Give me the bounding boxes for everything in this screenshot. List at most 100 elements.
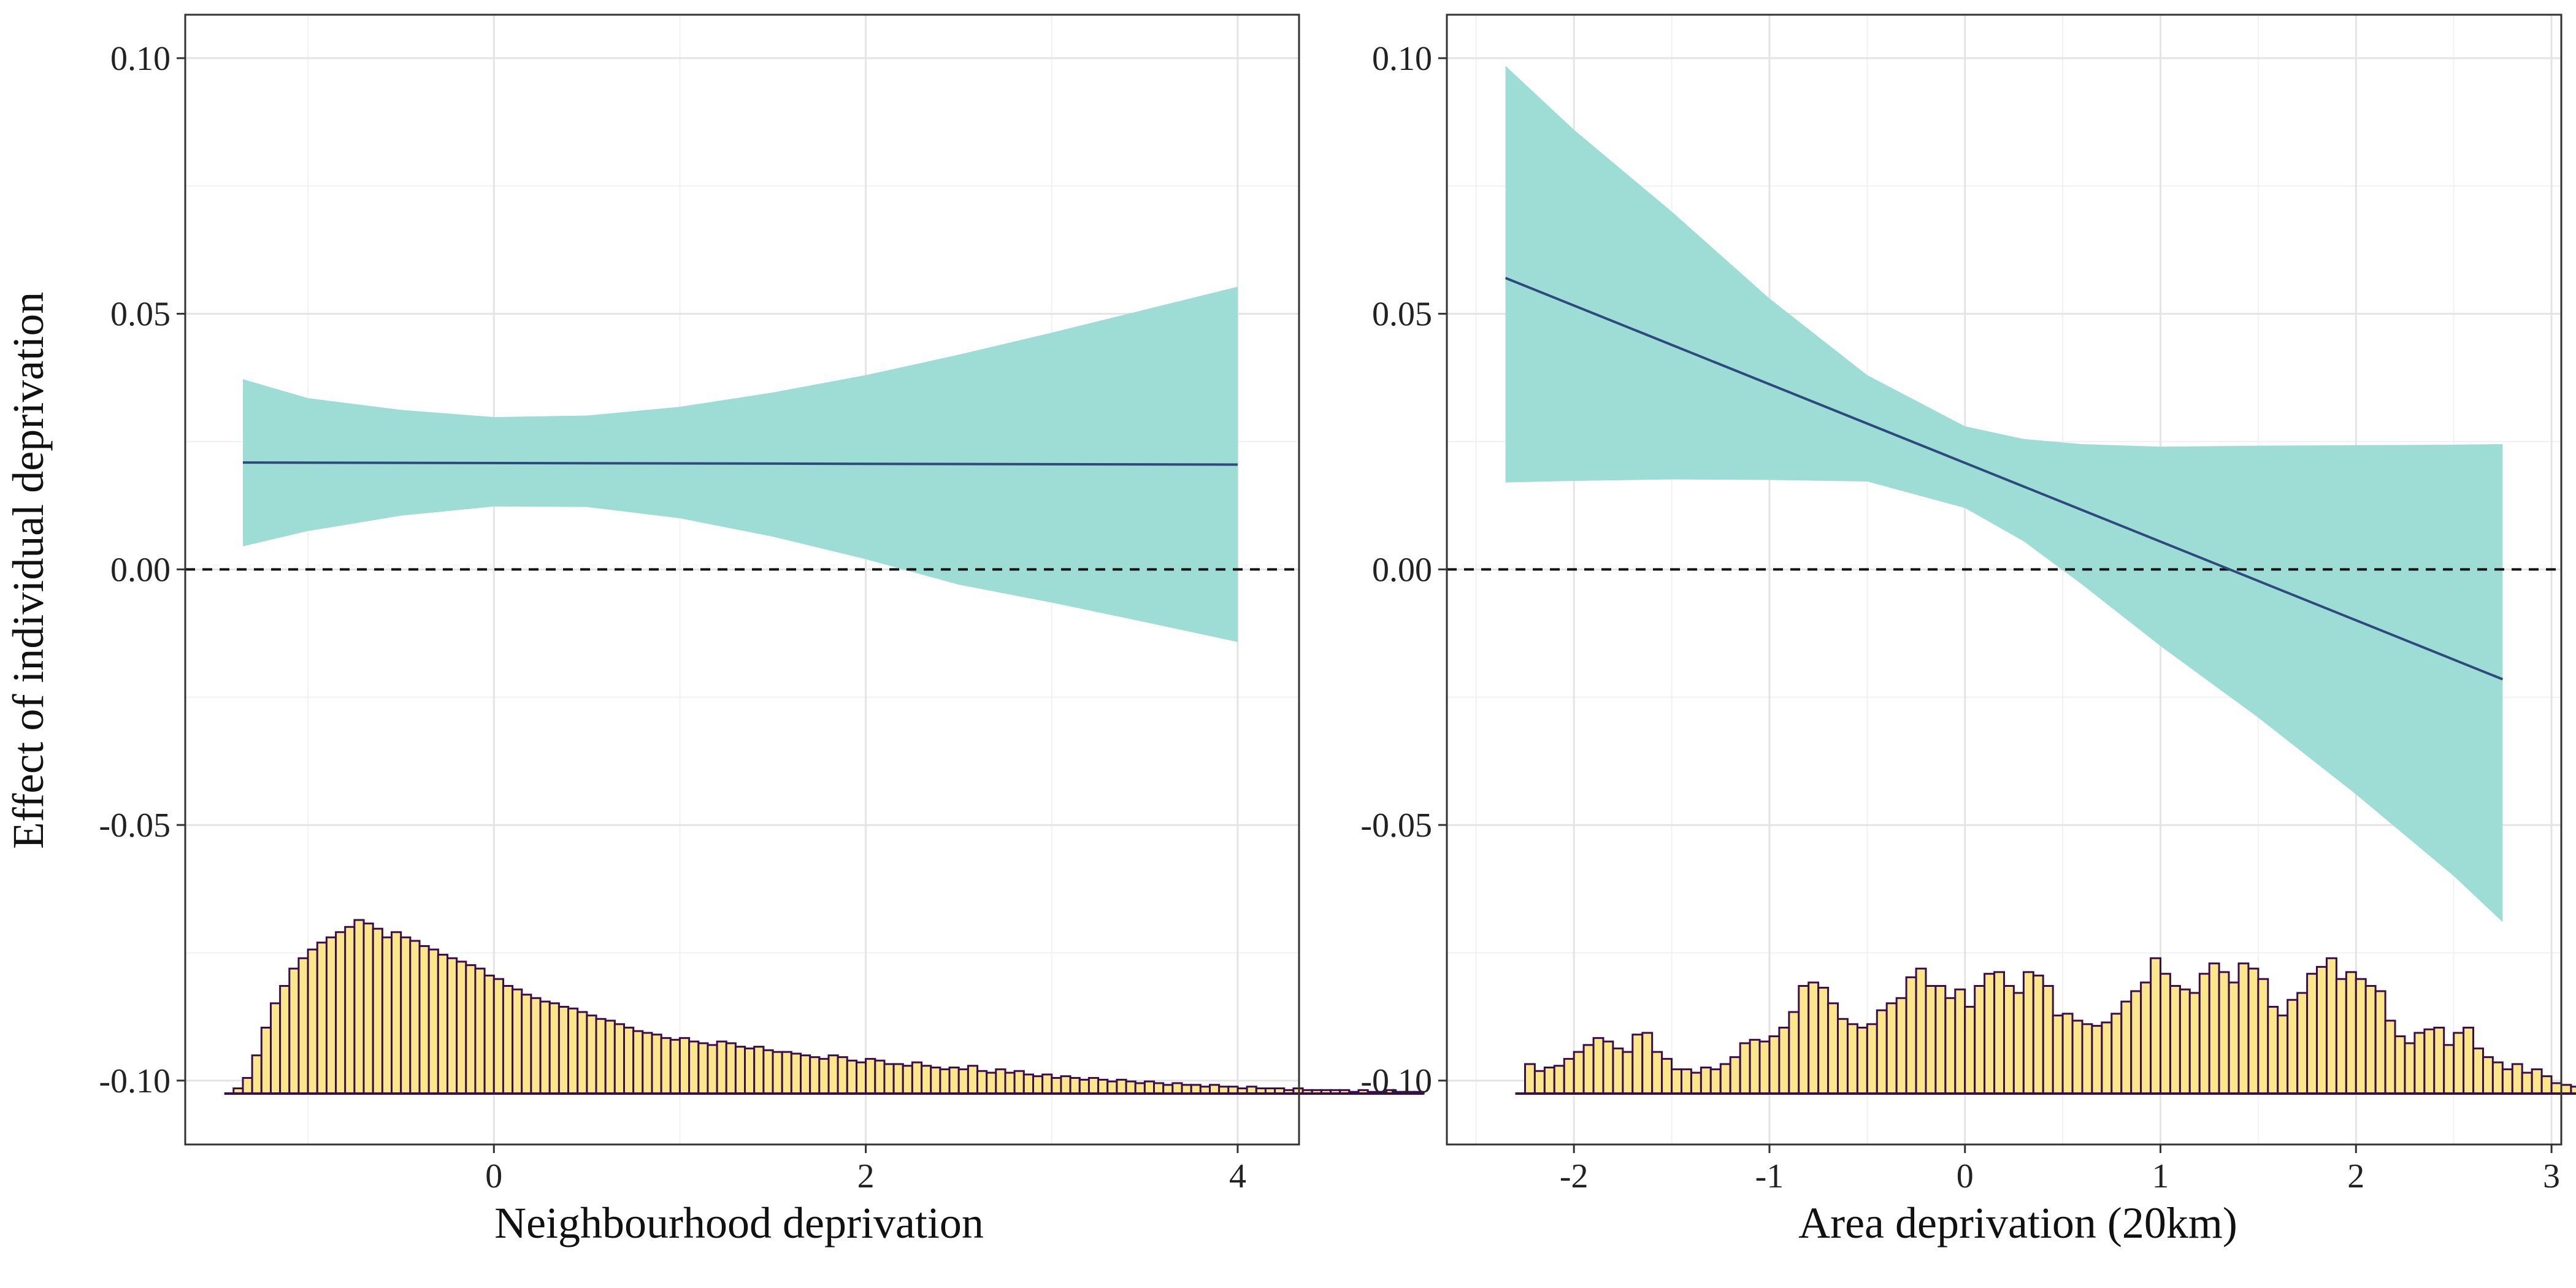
panel-right-histogram-bar <box>1827 1002 1839 1095</box>
panel-right-histogram-bar <box>1964 1006 1976 1095</box>
panel-left-histogram-bar <box>344 926 356 1095</box>
panel-left-histogram-bar <box>567 1007 579 1095</box>
panel-left-histogram-bar <box>1032 1075 1044 1095</box>
panel-right-histogram-bar <box>2277 1014 2289 1095</box>
panel-left: -0.10 -0.05 0.00 0.05 0.10 0 2 4 Neighbourhood… <box>99 13 1425 1248</box>
panel-right-histogram-bar <box>1866 1023 1878 1095</box>
panel-left-histogram-bar <box>353 919 365 1095</box>
panel-right-histogram-bar <box>1934 985 1947 1095</box>
panel-left-histogram-bar <box>772 1051 783 1095</box>
panel-right-histogram-bar <box>2433 1027 2445 1095</box>
panel-right-histogram-bar <box>2101 1021 2113 1095</box>
panel-left-fit-layer <box>242 461 1238 466</box>
panel-left-histogram-bar <box>818 1057 830 1095</box>
panel-left-histogram-bar <box>465 964 477 1095</box>
panel-left-histogram-bar <box>809 1056 821 1095</box>
panel-left-histogram-bar <box>939 1068 951 1095</box>
panel-right-histogram-bar <box>1847 1023 1858 1095</box>
panel-right-histogram-bar <box>2501 1068 2513 1095</box>
panel-right-histogram-bar <box>2160 973 2171 1095</box>
panel-left-histogram-bar <box>613 1023 625 1095</box>
panel-left-histogram-bar <box>1190 1084 1202 1095</box>
panel-right-histogram-bar <box>1543 1067 1555 1095</box>
panel-right-histogram-bar <box>1631 1033 1644 1095</box>
panel-left-histogram-bar <box>1116 1078 1127 1095</box>
panel-left-histogram-bar <box>530 997 542 1095</box>
panel-left-histogram-bar <box>483 975 495 1095</box>
panel-right-histogram-bar <box>2491 1061 2504 1095</box>
panel-left-histogram-bar <box>856 1061 867 1095</box>
panel-right-histogram-bar <box>1681 1068 1692 1095</box>
panel-left-histogram-bar <box>1162 1084 1174 1095</box>
panel-right-histogram-bar <box>2150 957 2162 1095</box>
panel-right-histogram-bar <box>2287 999 2299 1095</box>
panel-right-histogram-bar <box>2413 1032 2426 1095</box>
panel-right-histogram-bar <box>1885 1002 1898 1095</box>
panel-left-histogram-bar <box>948 1067 960 1095</box>
panel-right-histogram-bar <box>1876 1009 1888 1095</box>
panel-left-histogram-bar <box>427 948 439 1095</box>
panel-right-histogram-bar <box>2130 990 2142 1095</box>
panel-right-histogram-bar <box>1553 1065 1565 1095</box>
panel-right-histogram-bar <box>1915 967 1927 1095</box>
panel-left-histogram-bar <box>632 1030 644 1095</box>
panel-left-histogram-bar <box>307 948 318 1095</box>
panel-left-histogram-bar <box>539 1000 551 1095</box>
panel-right-histogram-bar <box>2012 992 2025 1095</box>
panel-left-histogram-bar <box>707 1044 718 1095</box>
panel-left-histogram-bar <box>725 1042 737 1095</box>
panel-left-histogram-bar <box>697 1042 709 1095</box>
panel-left-histogram <box>224 919 1425 1095</box>
panel-left-histogram-bar <box>1209 1084 1221 1095</box>
panel-left-x-tick-label: 2 <box>857 1157 875 1195</box>
panel-left-histogram-bar <box>251 1054 263 1095</box>
panel-right-histogram-bar <box>1719 1063 1731 1095</box>
panel-left-histogram-bar <box>892 1063 904 1095</box>
panel-right-histogram-bar <box>2042 985 2054 1095</box>
panel-right-histogram-bar <box>1798 985 1810 1095</box>
panel-right-histogram-bar <box>2022 971 2034 1095</box>
panel-right-histogram-bar <box>1690 1071 1702 1095</box>
panel-left-x-axis-title: Neighbourhood deprivation <box>494 1198 984 1248</box>
panel-left-histogram-bar <box>762 1049 774 1095</box>
panel-right-histogram-bar <box>2081 1023 2093 1095</box>
panel-left-histogram-bar <box>456 960 467 1095</box>
panel-left-histogram-bar <box>678 1037 691 1095</box>
panel-left-histogram-bar <box>669 1038 681 1095</box>
panel-right-histogram-bar <box>1837 1018 1849 1095</box>
panel-right-histogram-bar <box>2306 973 2318 1095</box>
panel-left-histogram-bar <box>623 1027 635 1095</box>
panel-left-histogram-bar <box>1134 1082 1146 1095</box>
panel-right-histogram-bar <box>1807 981 1820 1095</box>
panel-right-histogram-bar <box>1974 985 1986 1095</box>
panel-right-y-tick-label: -0.10 <box>1360 1062 1432 1100</box>
panel-right-histogram-bar <box>2443 1044 2455 1095</box>
panel-right-histogram-bar <box>2247 967 2260 1095</box>
panel-left-histogram-bar <box>688 1040 700 1095</box>
panel-left-histogram-bar <box>790 1052 802 1095</box>
panel-right-histogram-bar <box>2453 1032 2465 1095</box>
panel-right-histogram-bar <box>1661 1057 1673 1095</box>
panel-right-histogram-bar <box>1739 1042 1751 1095</box>
panel-right-confidence-band <box>1505 66 2503 922</box>
panel-left-histogram-bar <box>753 1046 765 1095</box>
panel-right-histogram-bar <box>1925 985 1937 1095</box>
panel-right-x-tick-label: -2 <box>1560 1157 1589 1195</box>
panel-right-histogram-bar <box>2140 981 2152 1095</box>
panel-right-histogram-bar <box>2531 1068 2543 1095</box>
panel-right-x-axis-title: Area deprivation (20km) <box>1798 1198 2237 1248</box>
panel-right-histogram-bar <box>2560 1084 2572 1095</box>
panel-left-histogram-bar <box>325 936 337 1095</box>
panel-left-histogram-bar <box>595 1018 607 1095</box>
panel-left-histogram-bar <box>642 1032 653 1095</box>
panel-left-y-tick-label: -0.10 <box>99 1062 171 1100</box>
panel-right-histogram-bar <box>2257 978 2269 1095</box>
panel-left-histogram-bar <box>558 1006 570 1095</box>
panel-left-histogram-bar <box>604 1019 616 1095</box>
panel-left-histogram-bar <box>1143 1080 1156 1095</box>
panel-left-y-tick-label: 0.00 <box>110 551 171 589</box>
panel-right-histogram-bar <box>2052 1014 2064 1095</box>
panel-right-histogram-bar <box>2482 1056 2494 1095</box>
panel-left-histogram-bar <box>1004 1071 1016 1095</box>
